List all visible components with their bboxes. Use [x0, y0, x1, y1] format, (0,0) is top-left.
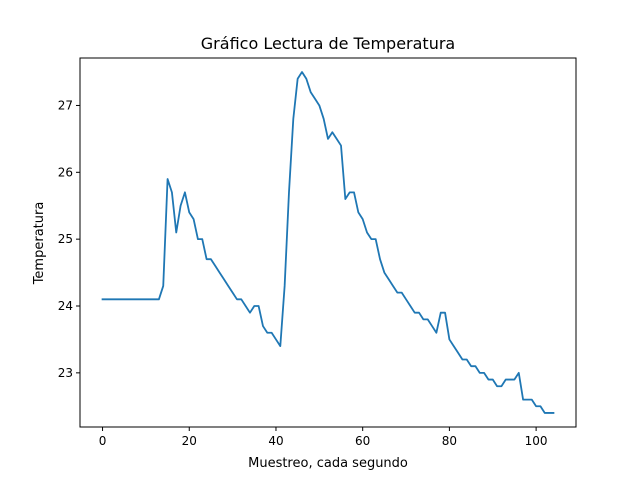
- x-tick-label: 80: [442, 434, 457, 448]
- x-tick-label: 20: [182, 434, 197, 448]
- y-tick-label: 27: [58, 98, 73, 112]
- chart-title: Gráfico Lectura de Temperatura: [201, 34, 455, 53]
- series-layer: [101, 71, 555, 414]
- y-tick-label: 24: [58, 299, 73, 313]
- y-tick-label: 26: [58, 165, 73, 179]
- y-tick-label: 25: [58, 232, 73, 246]
- x-tick-label: 40: [268, 434, 283, 448]
- y-axis: 23 24 25 26 27: [58, 98, 80, 380]
- plot-area: 0 20 40 60 80 100 23 24 25 26 27: [58, 57, 577, 448]
- x-tick-label: 0: [99, 434, 107, 448]
- x-axis-label: Muestreo, cada segundo: [248, 456, 408, 471]
- y-tick-label: 23: [58, 366, 73, 380]
- axes-frame: [79, 57, 577, 428]
- x-tick-label: 100: [525, 434, 548, 448]
- y-axis-label: Temperatura: [32, 202, 47, 286]
- x-tick-label: 60: [355, 434, 370, 448]
- x-axis: 0 20 40 60 80 100: [99, 427, 548, 448]
- series-line-0: [101, 71, 555, 414]
